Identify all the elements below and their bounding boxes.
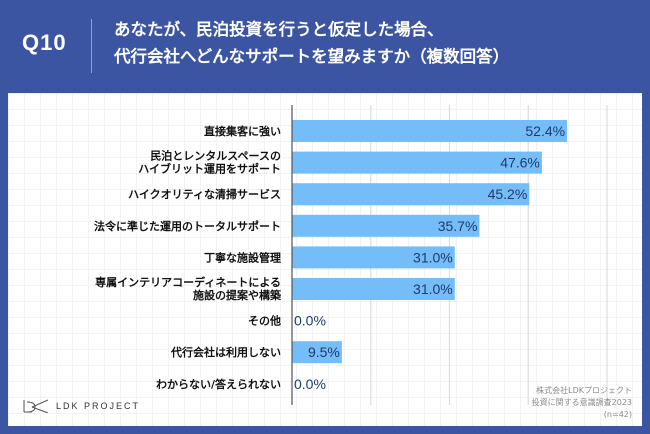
category-label: 施設の提案や構築 [193, 288, 282, 302]
value-labels: 52.4% 47.6% 45.2% 35.7% 31.0% 31.0% 0.0% 9.5% 0.… [294, 123, 565, 392]
question-number: Q10 [22, 30, 67, 55]
value-label: 47.6% [500, 155, 540, 171]
bars [292, 120, 568, 364]
title-line-2: 代行会社へどんなサポートを望みますか（複数回答） [114, 47, 510, 66]
ldk-logo-icon [23, 399, 49, 413]
value-label: 52.4% [525, 123, 565, 139]
bar [292, 246, 455, 269]
category-label: 代行会社は利用しない [170, 345, 281, 359]
bar [292, 151, 542, 174]
bar [292, 278, 455, 300]
category-label: 民泊とレンタルスペースの [150, 149, 281, 163]
bar [292, 341, 342, 364]
source-note: 株式会社LDKプロジェクト 投資に関する意識調査2023 (n=42) [532, 385, 632, 421]
category-labels: 直接集客に強い民泊とレンタルスペースのハイブリット運用をサポートハイクオリティな… [94, 124, 282, 391]
value-label: 31.0% [413, 281, 453, 297]
bar [292, 183, 530, 206]
ldk-logo: LDK PROJECT [22, 399, 140, 413]
value-label: 9.5% [308, 344, 340, 360]
category-label: ハイブリット運用をサポート [138, 162, 281, 176]
chart-title: あなたが、民泊投資を行うと仮定した場合、 代行会社へどんなサポートを望みますか（… [114, 16, 509, 70]
category-label: 法令に準じた運用のトータルサポート [94, 219, 281, 233]
category-label: わからない/答えられない [156, 377, 281, 391]
category-label: 直接集客に強い [204, 124, 281, 138]
value-label: 0.0% [294, 376, 326, 392]
source-line-2: 投資に関する意識調査2023 [531, 398, 632, 407]
category-label: その他 [248, 314, 281, 328]
sample-size: (n=42) [603, 410, 632, 419]
value-label: 31.0% [413, 249, 453, 265]
category-label: ハイクオリティな清掃サービス [128, 187, 281, 201]
header-divider [91, 19, 92, 73]
source-line-1: 株式会社LDKプロジェクト [536, 386, 632, 395]
value-label: 35.7% [438, 218, 478, 234]
title-line-1: あなたが、民泊投資を行うと仮定した場合、 [114, 20, 444, 39]
value-label: 45.2% [488, 186, 528, 202]
category-label: 丁寧な施設管理 [204, 250, 281, 264]
value-label: 0.0% [294, 313, 326, 329]
logo-text: LDK PROJECT [56, 401, 141, 411]
bar [292, 214, 480, 237]
bar [292, 120, 568, 142]
category-label: 専属インテリアコーディネートによる [95, 275, 281, 289]
